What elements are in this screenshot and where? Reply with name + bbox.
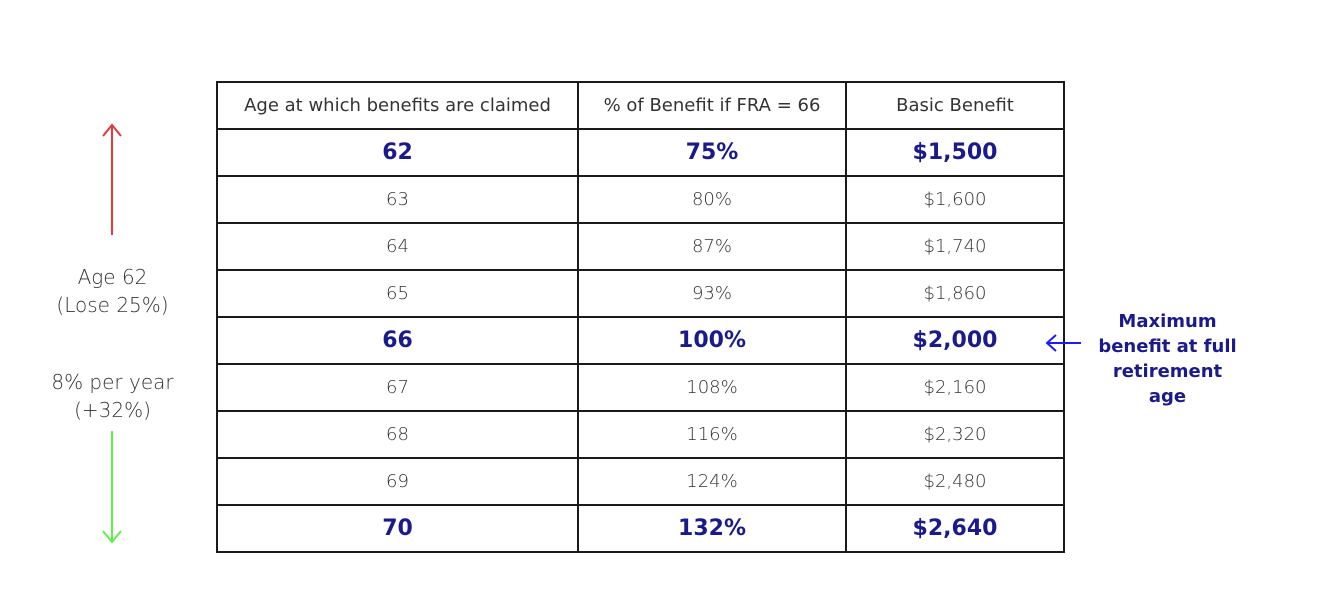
left-notes: Age 62 (Lose 25%) 8% per year (+32%) xyxy=(40,120,185,550)
header-age: Age at which benefits are claimed xyxy=(216,81,579,130)
table-row: 65 93% $1,860 xyxy=(216,269,1065,318)
cell-benefit: $2,320 xyxy=(845,410,1065,459)
cell-age: 63 xyxy=(216,175,579,224)
table-row: 70 132% $2,640 xyxy=(216,504,1065,553)
table-row: 62 75% $1,500 xyxy=(216,128,1065,177)
table-row: 67 108% $2,160 xyxy=(216,363,1065,412)
cell-benefit: $1,500 xyxy=(845,128,1065,177)
cell-percent: 132% xyxy=(577,504,847,553)
cell-benefit: $1,860 xyxy=(845,269,1065,318)
cell-percent: 108% xyxy=(577,363,847,412)
annotation-line2: benefit at full xyxy=(1098,336,1237,357)
cell-benefit: $1,600 xyxy=(845,175,1065,224)
benefit-table: Age at which benefits are claimed % of B… xyxy=(216,81,1065,553)
cell-percent: 75% xyxy=(577,128,847,177)
table-row: 66 100% $2,000 xyxy=(216,316,1065,365)
cell-age: 64 xyxy=(216,222,579,271)
table-row: 69 124% $2,480 xyxy=(216,457,1065,506)
table-row: 64 87% $1,740 xyxy=(216,222,1065,271)
rate-note-line2: (+32%) xyxy=(74,398,151,422)
cell-benefit: $2,000 xyxy=(845,316,1065,365)
table-row: 63 80% $1,600 xyxy=(216,175,1065,224)
cell-age: 66 xyxy=(216,316,579,365)
annotation-line1: Maximum xyxy=(1118,311,1217,332)
cell-benefit: $2,160 xyxy=(845,363,1065,412)
cell-age: 67 xyxy=(216,363,579,412)
fra-annotation: Maximum benefit at full retirement age xyxy=(1045,309,1285,407)
cell-percent: 100% xyxy=(577,316,847,365)
table-header-row: Age at which benefits are claimed % of B… xyxy=(216,81,1065,130)
table-row: 68 116% $2,320 xyxy=(216,410,1065,459)
header-percent: % of Benefit if FRA = 66 xyxy=(577,81,847,130)
annotation-line3: retirement age xyxy=(1112,361,1223,407)
cell-age: 65 xyxy=(216,269,579,318)
age-62-note-line2: (Lose 25%) xyxy=(56,293,169,317)
green-down-arrow-icon xyxy=(102,431,122,544)
cell-benefit: $1,740 xyxy=(845,222,1065,271)
cell-benefit: $2,480 xyxy=(845,457,1065,506)
cell-benefit: $2,640 xyxy=(845,504,1065,553)
cell-percent: 80% xyxy=(577,175,847,224)
cell-age: 62 xyxy=(216,128,579,177)
cell-age: 68 xyxy=(216,410,579,459)
age-62-note-line1: Age 62 xyxy=(77,265,148,289)
annotation-text: Maximum benefit at full retirement age xyxy=(1095,309,1240,409)
vertical-arrows xyxy=(102,123,122,544)
cell-percent: 87% xyxy=(577,222,847,271)
age-62-note: Age 62 (Lose 25%) xyxy=(40,263,185,319)
left-arrow-icon xyxy=(1045,334,1081,352)
rate-note: 8% per year (+32%) xyxy=(40,368,185,424)
header-benefit: Basic Benefit xyxy=(845,81,1065,130)
cell-age: 69 xyxy=(216,457,579,506)
cell-age: 70 xyxy=(216,504,579,553)
cell-percent: 124% xyxy=(577,457,847,506)
cell-percent: 116% xyxy=(577,410,847,459)
rate-note-line1: 8% per year xyxy=(51,370,174,394)
red-up-arrow-icon xyxy=(102,123,122,235)
cell-percent: 93% xyxy=(577,269,847,318)
